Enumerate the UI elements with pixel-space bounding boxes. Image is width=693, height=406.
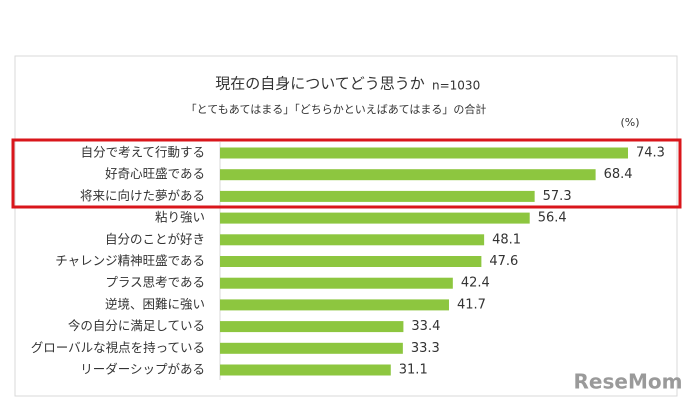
category-label: リーダーシップがある [80,362,205,377]
chart-subtitle: 「とてもあてはまる」「どちらかといえばあてはまる」の合計 [186,102,487,116]
category-label: 自分のことが好き [105,231,205,246]
value-label: 31.1 [399,363,428,378]
bar [220,277,453,289]
value-label: 33.4 [411,319,440,334]
category-label: プラス思考である [105,275,205,290]
category-label: 自分で考えて行動する [81,145,205,160]
category-label: グローバルな視点を持っている [31,340,205,355]
watermark: ReseMom [574,370,683,394]
bar [220,342,403,354]
bar [220,169,596,181]
value-label: 68.4 [604,167,633,182]
bar [220,321,404,333]
bar [220,212,530,224]
category-label: 逆境、困難に強い [105,296,205,311]
category-label: チャレンジ精神旺盛である [55,253,205,268]
bar [220,364,391,376]
value-label: 41.7 [457,297,486,312]
category-label: 粘り強い [155,210,205,225]
chart-frame [14,55,678,397]
bar [220,234,485,246]
value-label: 48.1 [492,232,521,247]
value-label: 42.4 [461,276,490,291]
unit-label: (%) [620,116,639,129]
category-label: 好奇心旺盛である [105,166,205,181]
bars: 自分で考えて行動する 74.3 好奇心旺盛である 68.4 将来に向けた夢がある 57.3… [31,145,665,378]
bar [220,147,628,159]
highlight-box [11,138,682,209]
sample-size: n=1030 [432,79,480,93]
bar [220,256,482,267]
value-label: 57.3 [543,189,572,204]
category-label: 将来に向けた夢がある [80,188,205,203]
value-label: 56.4 [538,211,567,226]
bar [220,190,535,202]
category-label: 今の自分に満足している [68,318,205,333]
value-label: 74.3 [636,146,665,161]
bar [220,299,449,311]
value-label: 33.3 [411,341,440,356]
chart-title: 現在の自身についてどう思うか [215,75,425,93]
value-label: 47.6 [489,254,518,269]
